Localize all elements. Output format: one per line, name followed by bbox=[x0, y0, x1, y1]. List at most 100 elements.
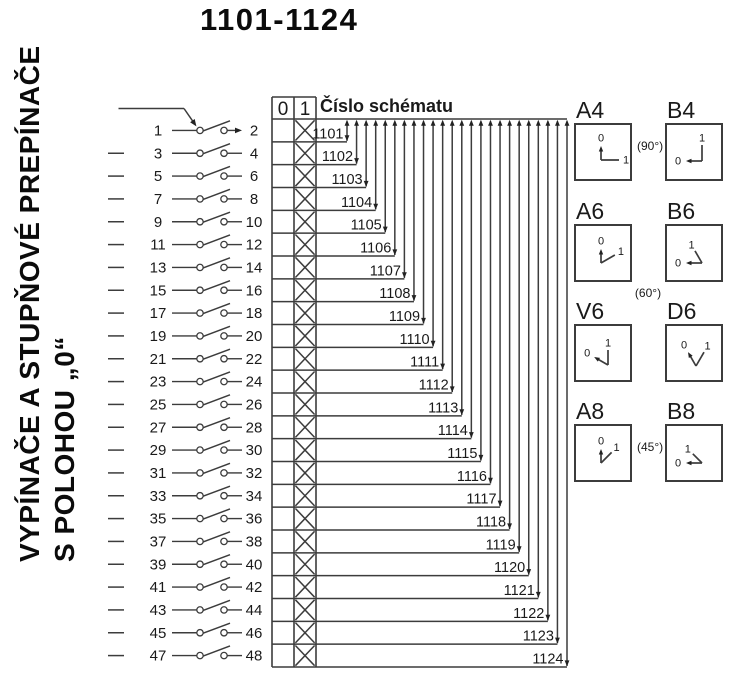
icon-one-label: 1 bbox=[688, 239, 694, 251]
terminal-number-left: 15 bbox=[150, 282, 167, 299]
terminal-number-left: 11 bbox=[150, 237, 166, 254]
schema-connector: 1104 bbox=[316, 119, 379, 212]
arrowhead bbox=[555, 637, 560, 644]
schema-number: 1115 bbox=[447, 446, 477, 462]
terminal-number-right: 38 bbox=[246, 533, 263, 550]
contact-blade bbox=[202, 576, 231, 589]
contact-terminal bbox=[220, 263, 228, 272]
schema-number: 1104 bbox=[341, 195, 372, 211]
contact-terminal bbox=[196, 400, 204, 409]
schema-number: 1124 bbox=[532, 652, 563, 668]
contact-terminal bbox=[220, 286, 228, 295]
terminal-number-right: 22 bbox=[246, 351, 263, 368]
x-mark-stroke bbox=[294, 530, 316, 553]
schema-number: 1118 bbox=[476, 515, 506, 531]
arrowhead bbox=[449, 119, 455, 126]
arrowhead bbox=[235, 127, 242, 134]
contact-blade bbox=[202, 348, 231, 361]
x-mark bbox=[294, 553, 316, 575]
schema-connector: 1102 bbox=[316, 119, 359, 166]
contact-terminal bbox=[196, 606, 204, 614]
contact-blade bbox=[202, 257, 231, 269]
position-box-label: D6 bbox=[667, 298, 696, 324]
x-mark-stroke bbox=[294, 416, 316, 438]
schema-connector: 1107 bbox=[316, 119, 407, 280]
x-mark bbox=[294, 576, 316, 598]
arrowhead bbox=[564, 660, 570, 667]
contact-terminal bbox=[196, 628, 204, 637]
switch-row: 31 32 bbox=[108, 462, 262, 482]
schema-connector: 1122 bbox=[316, 119, 551, 623]
schema-number: 1119 bbox=[486, 537, 516, 553]
terminal-number-left: 39 bbox=[150, 556, 167, 573]
angle-note: (90°) bbox=[637, 139, 663, 153]
schema-number: 1113 bbox=[428, 400, 458, 416]
contact-terminal bbox=[196, 469, 204, 477]
contact-terminal bbox=[220, 514, 228, 523]
icon-zero-label: 0 bbox=[675, 156, 681, 168]
contact-terminal bbox=[196, 446, 204, 454]
angle-note: (60°) bbox=[635, 286, 661, 300]
contact-blade bbox=[202, 508, 231, 520]
schema-number: 1112 bbox=[419, 378, 449, 394]
contact-blade bbox=[202, 622, 231, 635]
schema-number: 1110 bbox=[399, 332, 429, 348]
icon-one-label: 1 bbox=[605, 338, 611, 350]
arrowhead bbox=[392, 119, 398, 126]
schema-number: 1123 bbox=[523, 629, 554, 645]
x-mark-stroke bbox=[294, 393, 316, 416]
arrowhead bbox=[382, 226, 388, 233]
schema-connector: 1105 bbox=[316, 119, 388, 234]
x-mark-stroke bbox=[294, 576, 316, 598]
terminal-number-right: 20 bbox=[246, 328, 263, 345]
arrowhead bbox=[468, 432, 474, 439]
arrowhead bbox=[686, 260, 692, 266]
terminal-number-left: 27 bbox=[150, 419, 167, 436]
x-mark-stroke bbox=[294, 622, 316, 644]
angle-note: (45°) bbox=[637, 440, 663, 454]
contact-terminal bbox=[220, 217, 228, 226]
contact-terminal bbox=[220, 469, 228, 477]
table-header-1: 1 bbox=[300, 99, 311, 120]
terminal-number-left: 9 bbox=[154, 214, 162, 231]
contact-terminal bbox=[220, 400, 228, 409]
contact-blade bbox=[202, 371, 231, 383]
x-mark bbox=[294, 256, 316, 279]
schema-connector: 1124 bbox=[316, 119, 570, 668]
arrowhead bbox=[507, 523, 513, 530]
schema-connector: 1121 bbox=[316, 119, 541, 600]
contact-terminal bbox=[196, 263, 204, 272]
position-box: A6 0 1 (60°) bbox=[574, 198, 661, 300]
terminal-number-right: 24 bbox=[246, 374, 263, 391]
x-mark bbox=[294, 599, 316, 621]
x-mark bbox=[294, 279, 316, 301]
terminal-number-left: 19 bbox=[150, 328, 167, 345]
arrowhead bbox=[598, 249, 604, 255]
icon-one-label: 1 bbox=[618, 246, 624, 258]
contact-blade bbox=[202, 234, 231, 246]
arrowhead bbox=[594, 357, 601, 362]
contact-terminal bbox=[220, 172, 228, 180]
schema-connector: 1116 bbox=[316, 119, 493, 486]
x-mark bbox=[294, 233, 316, 256]
position-box-label: A6 bbox=[576, 198, 604, 224]
schema-connector: 1103 bbox=[316, 119, 369, 189]
schema-number: 1101 bbox=[312, 126, 343, 142]
x-mark bbox=[294, 622, 316, 644]
schema-number: 1117 bbox=[466, 492, 496, 508]
x-mark-stroke bbox=[294, 302, 316, 324]
x-mark bbox=[294, 530, 316, 553]
terminal-number-left: 31 bbox=[150, 465, 167, 482]
schema-connector: 1110 bbox=[316, 119, 436, 349]
icon-zero-label: 0 bbox=[675, 258, 681, 270]
contact-blade bbox=[202, 142, 231, 155]
contact-terminal bbox=[220, 377, 228, 386]
position-box-frame bbox=[665, 324, 723, 382]
arrowhead bbox=[497, 500, 503, 507]
icon-one-label: 1 bbox=[704, 341, 710, 353]
arrowhead bbox=[459, 119, 465, 126]
contact-blade bbox=[202, 211, 231, 224]
contact-blade bbox=[202, 394, 231, 406]
contact-terminal bbox=[196, 195, 204, 203]
